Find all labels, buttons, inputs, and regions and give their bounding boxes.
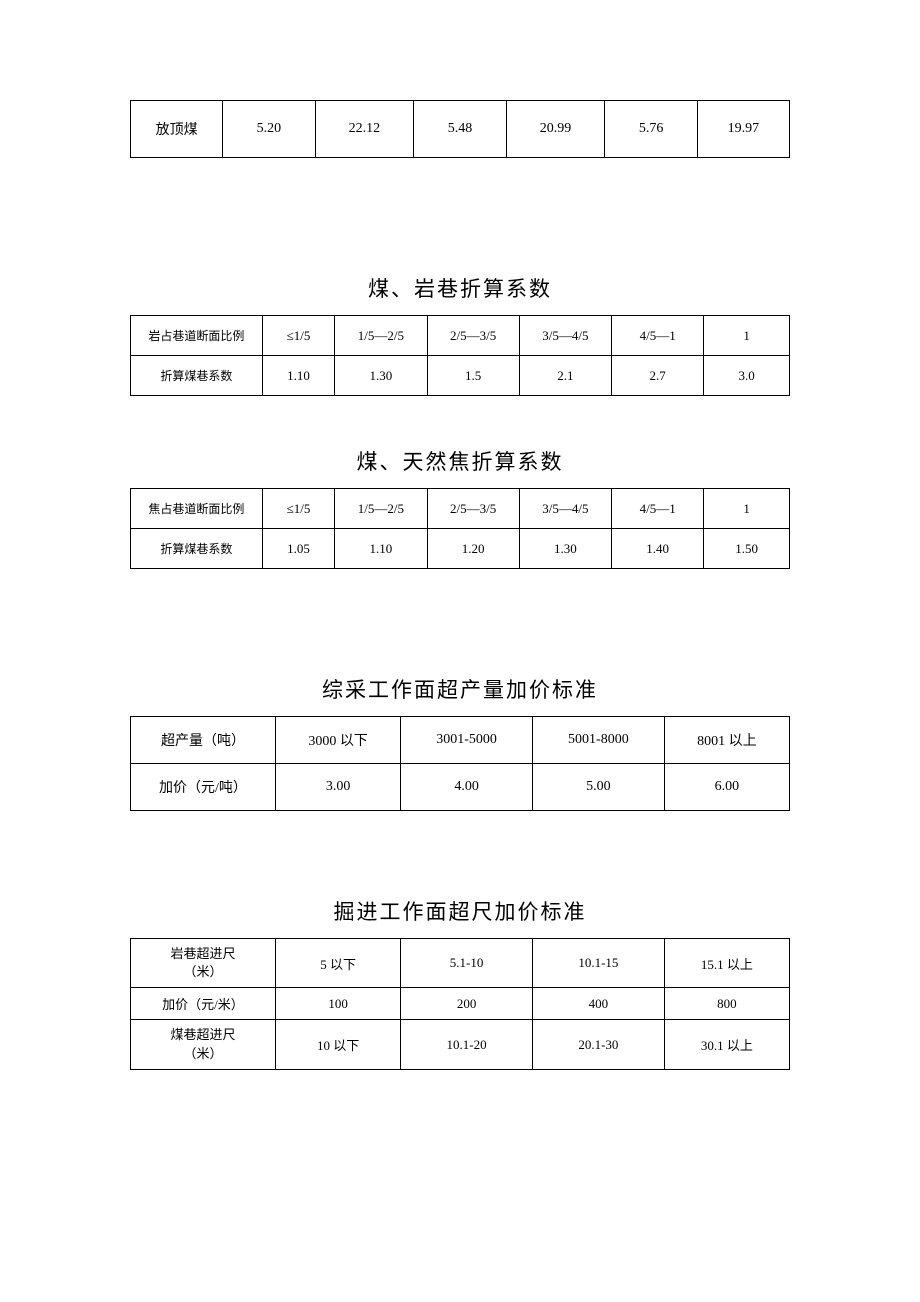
cell: 5 以下 <box>275 939 400 988</box>
cell: 800 <box>664 988 789 1020</box>
cell: 10.1-15 <box>532 939 664 988</box>
table-title: 煤、天然焦折算系数 <box>130 446 790 476</box>
cell: 4/5—1 <box>612 489 704 529</box>
cell: 超产量（吨） <box>131 717 276 764</box>
section-excavation: 掘进工作面超尺加价标准 岩巷超进尺（米） 5 以下 5.1-10 10.1-15… <box>130 896 790 1070</box>
cell: 6.00 <box>664 764 789 811</box>
table-coal-rock: 岩占巷道断面比例 ≤1/5 1/5—2/5 2/5—3/5 3/5—4/5 4/… <box>130 315 790 396</box>
cell: 30.1 以上 <box>664 1020 789 1069</box>
table-row: 加价（元/米） 100 200 400 800 <box>131 988 790 1020</box>
cell: 1/5—2/5 <box>335 316 427 356</box>
cell: 400 <box>532 988 664 1020</box>
table-excavation: 岩巷超进尺（米） 5 以下 5.1-10 10.1-15 15.1 以上 加价（… <box>130 938 790 1070</box>
table-row: 岩占巷道断面比例 ≤1/5 1/5—2/5 2/5—3/5 3/5—4/5 4/… <box>131 316 790 356</box>
cell: 加价（元/吨） <box>131 764 276 811</box>
cell: 15.1 以上 <box>664 939 789 988</box>
table-title: 综采工作面超产量加价标准 <box>130 674 790 704</box>
table-row: 放顶煤 5.20 22.12 5.48 20.99 5.76 19.97 <box>131 101 790 158</box>
table-row: 焦占巷道断面比例 ≤1/5 1/5—2/5 2/5—3/5 3/5—4/5 4/… <box>131 489 790 529</box>
cell: 22.12 <box>315 101 414 158</box>
table-row: 加价（元/吨） 3.00 4.00 5.00 6.00 <box>131 764 790 811</box>
cell: 1/5—2/5 <box>335 489 427 529</box>
table-row: 超产量（吨） 3000 以下 3001-5000 5001-8000 8001 … <box>131 717 790 764</box>
cell: 3000 以下 <box>275 717 400 764</box>
section-overproduction: 综采工作面超产量加价标准 超产量（吨） 3000 以下 3001-5000 50… <box>130 674 790 811</box>
cell: 4/5—1 <box>612 316 704 356</box>
cell: 1.20 <box>427 529 519 569</box>
cell: 2.7 <box>612 356 704 396</box>
table-row: 煤巷超进尺（米） 10 以下 10.1-20 20.1-30 30.1 以上 <box>131 1020 790 1069</box>
cell: 2/5—3/5 <box>427 316 519 356</box>
cell: 2.1 <box>519 356 611 396</box>
table-title: 掘进工作面超尺加价标准 <box>130 896 790 926</box>
cell: 1.10 <box>262 356 334 396</box>
table-title: 煤、岩巷折算系数 <box>130 273 790 303</box>
cell: 5.00 <box>532 764 664 811</box>
cell: 煤巷超进尺（米） <box>131 1020 276 1069</box>
cell: 1 <box>704 316 790 356</box>
cell: 折算煤巷系数 <box>131 356 263 396</box>
cell: 2/5—3/5 <box>427 489 519 529</box>
cell: 1.50 <box>704 529 790 569</box>
cell: 100 <box>275 988 400 1020</box>
cell: 20.99 <box>506 101 605 158</box>
cell: 岩占巷道断面比例 <box>131 316 263 356</box>
cell: 1 <box>704 489 790 529</box>
cell: 5.76 <box>605 101 697 158</box>
cell: 1.30 <box>335 356 427 396</box>
cell: 加价（元/米） <box>131 988 276 1020</box>
cell: 1.05 <box>262 529 334 569</box>
cell: 焦占巷道断面比例 <box>131 489 263 529</box>
cell: 5.20 <box>223 101 315 158</box>
cell: 19.97 <box>697 101 789 158</box>
cell: 1.40 <box>612 529 704 569</box>
cell: 5.1-10 <box>401 939 533 988</box>
cell: 放顶煤 <box>131 101 223 158</box>
cell: 1.30 <box>519 529 611 569</box>
table-row: 岩巷超进尺（米） 5 以下 5.1-10 10.1-15 15.1 以上 <box>131 939 790 988</box>
cell: 3/5—4/5 <box>519 316 611 356</box>
cell: 1.10 <box>335 529 427 569</box>
table-row: 折算煤巷系数 1.10 1.30 1.5 2.1 2.7 3.0 <box>131 356 790 396</box>
cell: 折算煤巷系数 <box>131 529 263 569</box>
cell: 4.00 <box>401 764 533 811</box>
cell: 3001-5000 <box>401 717 533 764</box>
section-coal-rock: 煤、岩巷折算系数 岩占巷道断面比例 ≤1/5 1/5—2/5 2/5—3/5 3… <box>130 273 790 396</box>
table-coal-coke: 焦占巷道断面比例 ≤1/5 1/5—2/5 2/5—3/5 3/5—4/5 4/… <box>130 488 790 569</box>
cell: 1.5 <box>427 356 519 396</box>
cell: ≤1/5 <box>262 316 334 356</box>
cell: 10 以下 <box>275 1020 400 1069</box>
cell: ≤1/5 <box>262 489 334 529</box>
cell: 3.0 <box>704 356 790 396</box>
cell: 20.1-30 <box>532 1020 664 1069</box>
cell: 200 <box>401 988 533 1020</box>
cell: 3.00 <box>275 764 400 811</box>
cell: 5001-8000 <box>532 717 664 764</box>
cell: 8001 以上 <box>664 717 789 764</box>
cell: 3/5—4/5 <box>519 489 611 529</box>
table-overproduction: 超产量（吨） 3000 以下 3001-5000 5001-8000 8001 … <box>130 716 790 811</box>
cell: 5.48 <box>414 101 506 158</box>
cell: 10.1-20 <box>401 1020 533 1069</box>
cell: 岩巷超进尺（米） <box>131 939 276 988</box>
table-row: 折算煤巷系数 1.05 1.10 1.20 1.30 1.40 1.50 <box>131 529 790 569</box>
table-top-row: 放顶煤 5.20 22.12 5.48 20.99 5.76 19.97 <box>130 100 790 158</box>
section-coal-coke: 煤、天然焦折算系数 焦占巷道断面比例 ≤1/5 1/5—2/5 2/5—3/5 … <box>130 446 790 569</box>
